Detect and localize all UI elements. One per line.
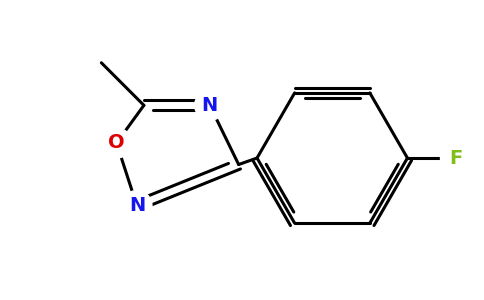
Circle shape — [440, 143, 470, 173]
Circle shape — [195, 90, 225, 120]
Circle shape — [102, 128, 132, 158]
Text: O: O — [108, 134, 125, 152]
Text: N: N — [129, 196, 145, 215]
Text: N: N — [202, 96, 218, 115]
Circle shape — [122, 190, 152, 221]
Text: F: F — [449, 148, 462, 167]
